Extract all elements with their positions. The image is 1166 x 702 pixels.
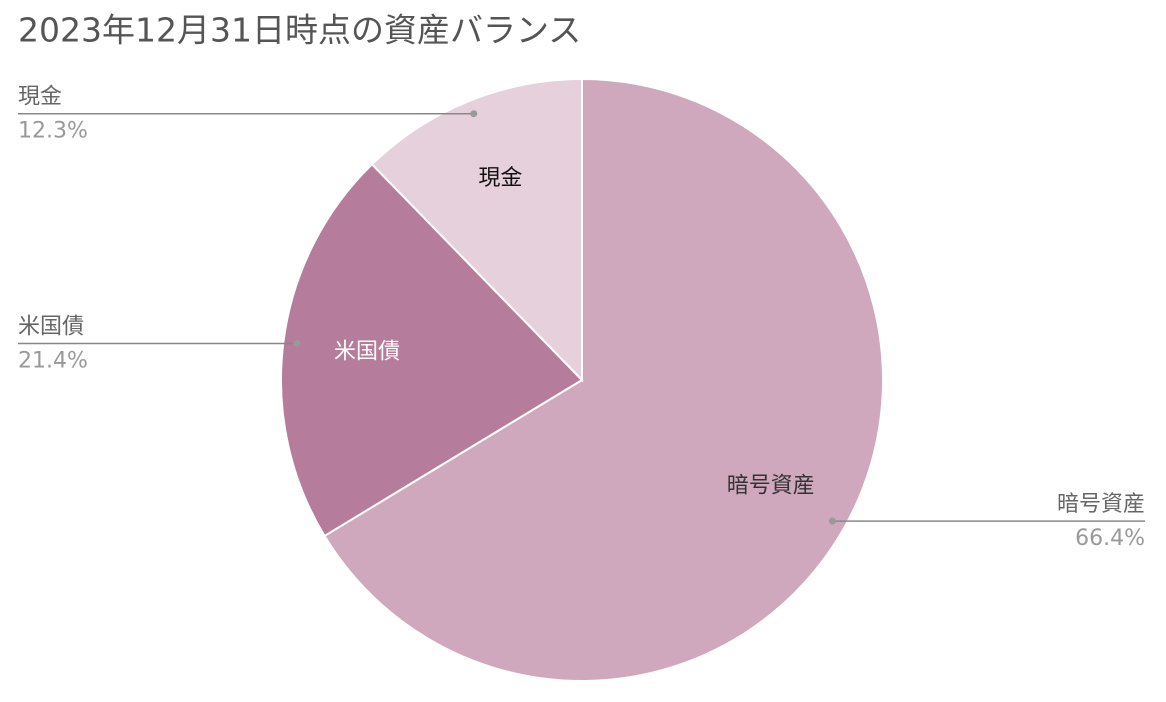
outer-label: 米国債 xyxy=(18,315,84,340)
outer-value-label: 12.3% xyxy=(18,119,88,144)
pie-slice xyxy=(370,77,583,383)
pie-slice xyxy=(323,77,884,682)
slice-label: 米国債 xyxy=(334,340,400,365)
slice-label: 現金 xyxy=(478,166,522,191)
slice-label: 暗号資産 xyxy=(727,473,815,498)
pie-slice xyxy=(280,162,584,538)
chart-title: 2023年12月31日時点の資産バランス xyxy=(18,11,581,50)
outer-value-label: 21.4% xyxy=(18,349,88,374)
outer-value-label: 66.4% xyxy=(1075,526,1145,551)
outer-label: 現金 xyxy=(18,85,62,110)
leader-dot xyxy=(293,340,301,348)
leader-dot xyxy=(828,517,836,525)
outer-label: 暗号資産 xyxy=(1057,492,1145,517)
leader-dot xyxy=(470,110,478,118)
